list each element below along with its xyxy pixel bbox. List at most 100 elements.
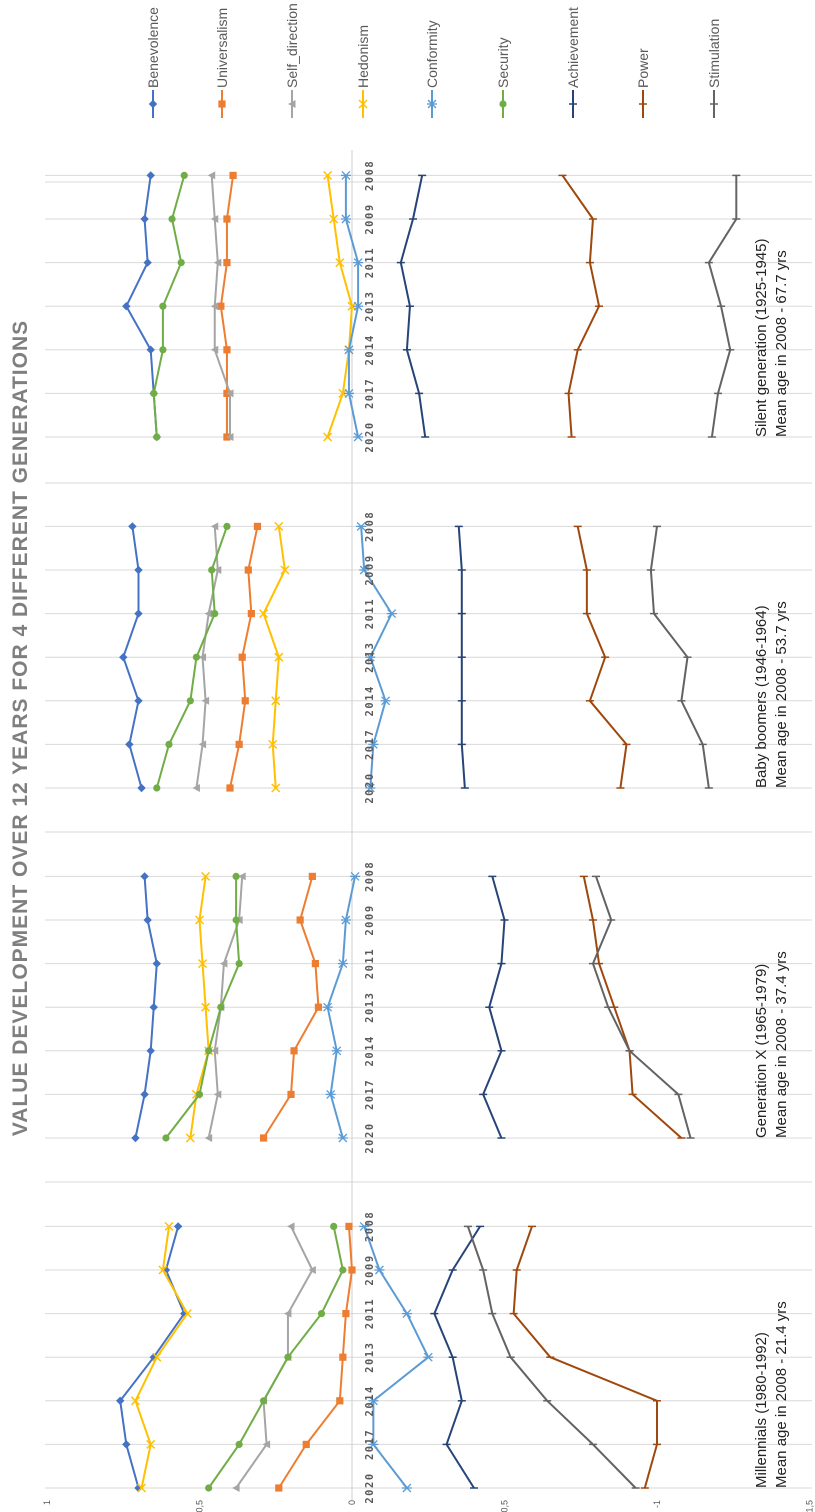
circle-marker bbox=[317, 1310, 326, 1318]
legend-label: Achievement bbox=[565, 7, 581, 88]
conformity-marker bbox=[337, 959, 348, 969]
panel-label-line1: Millennials (1980-1992) bbox=[753, 1332, 770, 1488]
panel-label-line2: Mean age in 2008 - 53.7 yrs bbox=[773, 601, 790, 788]
conformity-marker bbox=[337, 1133, 348, 1143]
circle-marker bbox=[177, 259, 185, 267]
square-marker bbox=[223, 346, 231, 354]
square-marker bbox=[342, 1310, 350, 1318]
hedonism-marker bbox=[152, 1352, 162, 1362]
universalism-marker bbox=[223, 346, 231, 354]
hedonism-marker bbox=[201, 1002, 211, 1012]
universalism-marker bbox=[342, 1310, 350, 1318]
conformity-marker bbox=[353, 258, 364, 268]
value-tick-label: 0,5 bbox=[195, 1500, 205, 1512]
self_direction-marker bbox=[201, 696, 210, 705]
triangle-marker bbox=[238, 872, 246, 881]
year-tick-label: 2020 bbox=[364, 1122, 376, 1153]
diamond-marker bbox=[148, 99, 158, 109]
x-marker bbox=[271, 696, 281, 706]
diamond-marker bbox=[146, 1046, 155, 1055]
hedonism-marker bbox=[274, 652, 284, 662]
triangle-marker bbox=[213, 258, 222, 267]
circle-marker bbox=[153, 784, 161, 792]
hedonism-marker bbox=[358, 99, 368, 109]
circle-marker bbox=[165, 740, 173, 749]
universalism-marker bbox=[314, 1003, 323, 1011]
diamond-marker bbox=[146, 345, 155, 354]
square-marker bbox=[229, 171, 237, 179]
conformity-marker bbox=[331, 1046, 342, 1056]
self_direction-marker bbox=[210, 215, 219, 223]
circle-marker bbox=[208, 566, 216, 574]
benevolence-marker bbox=[134, 696, 143, 705]
year-tick-label: 2008 bbox=[364, 1211, 376, 1242]
year-tick-label: 2014 bbox=[364, 334, 376, 365]
circle-marker bbox=[153, 433, 161, 441]
legend-item-benevolence: Benevolence bbox=[145, 7, 161, 118]
hedonism-marker bbox=[146, 1439, 156, 1449]
year-tick-label: 2017 bbox=[364, 729, 376, 760]
conformity-marker bbox=[386, 609, 397, 619]
square-marker bbox=[311, 960, 319, 968]
universalism-marker bbox=[217, 302, 225, 310]
universalism-marker bbox=[290, 1047, 298, 1055]
hedonism-marker bbox=[271, 696, 281, 706]
year-tick-label: 2009 bbox=[364, 203, 376, 234]
conformity-marker bbox=[356, 521, 367, 531]
hedonism-marker bbox=[185, 1133, 195, 1143]
diamond-marker bbox=[140, 214, 149, 224]
universalism-marker bbox=[218, 100, 226, 108]
year-tick-label: 2014 bbox=[364, 1385, 376, 1416]
benevolence-marker bbox=[140, 872, 149, 881]
hedonism-marker bbox=[194, 915, 205, 925]
legend-label: Hedonism bbox=[355, 25, 371, 88]
hedonism-marker bbox=[201, 871, 211, 881]
conformity-marker bbox=[368, 739, 379, 749]
square-marker bbox=[296, 916, 304, 924]
security-marker bbox=[208, 566, 216, 574]
circle-marker bbox=[499, 100, 507, 108]
hedonism-marker bbox=[329, 214, 339, 224]
value-tick-label: 0 bbox=[347, 1500, 357, 1505]
universalism-marker bbox=[235, 740, 243, 748]
panel-label-line2: Mean age in 2008 - 37.4 yrs bbox=[773, 951, 790, 1138]
self_direction-marker bbox=[262, 1440, 271, 1449]
year-tick-label: 2008 bbox=[364, 511, 376, 542]
triangle-marker bbox=[198, 653, 207, 662]
label-layer: 1 0,5 0 -0,5 -1 -1,5 2008 2009 2011 2013 2014 2017 2… bbox=[42, 160, 815, 1512]
universalism-marker bbox=[275, 1484, 283, 1492]
x-marker bbox=[329, 214, 339, 224]
conformity-marker bbox=[401, 1483, 412, 1493]
square-marker bbox=[238, 653, 246, 661]
year-tick-label: 2011 bbox=[364, 598, 376, 629]
circle-marker bbox=[339, 1266, 347, 1274]
square-marker bbox=[226, 784, 234, 792]
self_direction-marker bbox=[226, 389, 234, 398]
triangle-marker bbox=[219, 959, 228, 968]
conformity-marker bbox=[401, 1309, 412, 1319]
triangle-marker bbox=[210, 215, 219, 223]
universalism-marker bbox=[296, 916, 304, 924]
universalism-marker bbox=[223, 215, 231, 223]
security-marker bbox=[192, 653, 201, 661]
benevolence-marker bbox=[137, 783, 146, 793]
triangle-marker bbox=[213, 566, 222, 574]
x-marker bbox=[323, 170, 333, 180]
circle-marker bbox=[223, 522, 231, 531]
conformity-marker bbox=[322, 1002, 333, 1012]
hedonism-marker bbox=[268, 739, 278, 749]
year-tick-label: 2020 bbox=[364, 772, 376, 803]
conformity-marker bbox=[340, 170, 351, 180]
benevolence-marker bbox=[134, 609, 143, 618]
diamond-marker bbox=[122, 302, 131, 311]
x-marker bbox=[130, 1396, 140, 1406]
diamond-marker bbox=[137, 783, 146, 793]
security-marker bbox=[259, 1397, 268, 1405]
legend-item-achievement: Achievement bbox=[565, 7, 581, 118]
year-tick-label: 2011 bbox=[364, 948, 376, 979]
panel-label-line1: Generation X (1965-1979) bbox=[753, 964, 770, 1138]
legend-label: Conformity bbox=[424, 20, 440, 88]
self_direction-marker bbox=[198, 653, 207, 662]
circle-marker bbox=[330, 1222, 338, 1230]
